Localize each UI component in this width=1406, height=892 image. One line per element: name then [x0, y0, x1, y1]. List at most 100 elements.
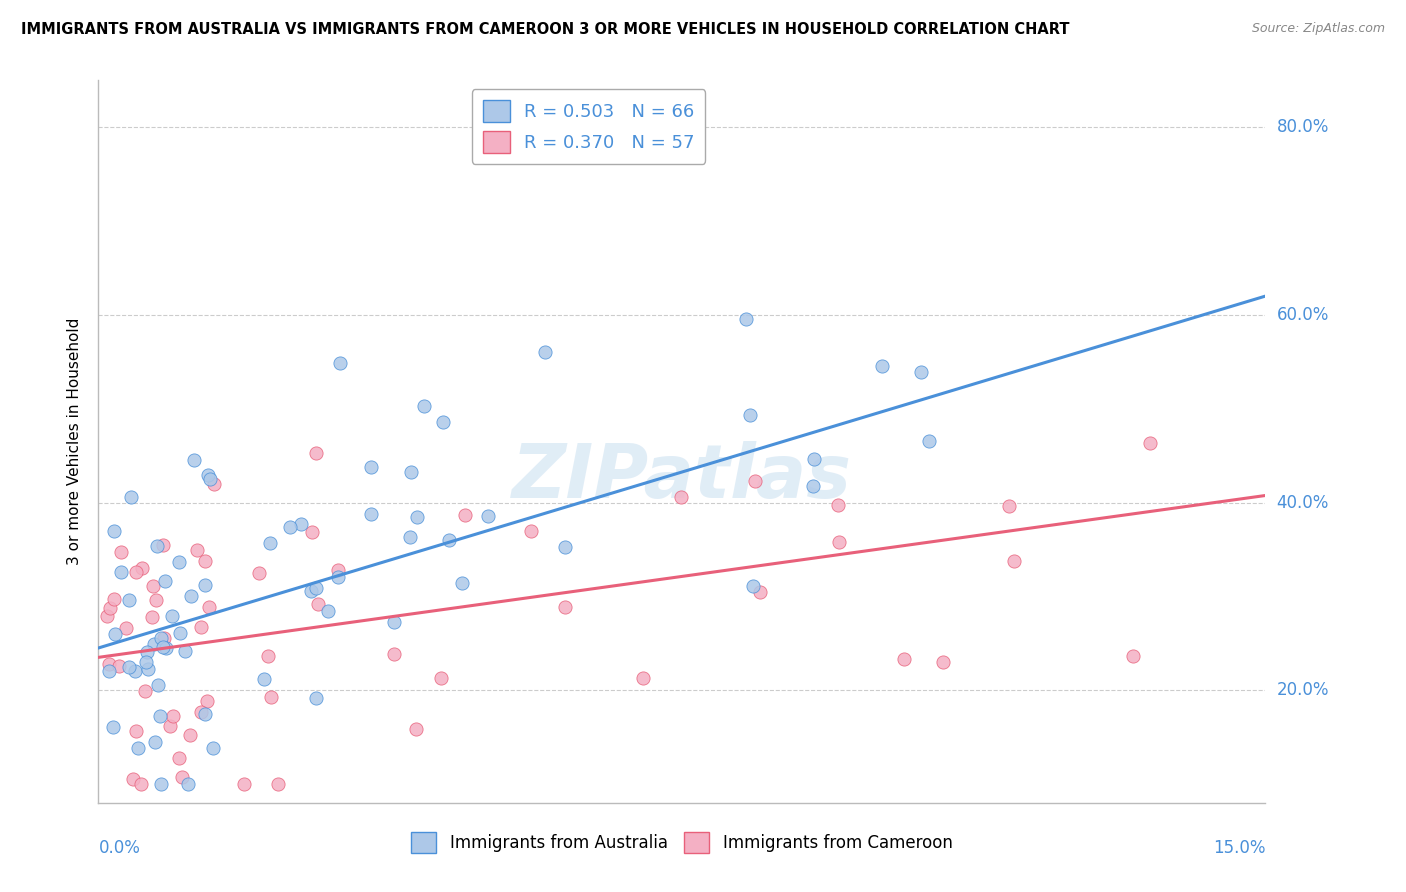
Point: [1139, 436, 1161, 450]
Point: [399, 465, 422, 479]
Text: 40.0%: 40.0%: [1277, 493, 1329, 511]
Point: [247, 566, 270, 581]
Point: [159, 719, 181, 733]
Point: [127, 741, 149, 756]
Point: [195, 694, 218, 708]
Point: [734, 312, 756, 326]
Point: [827, 498, 849, 512]
Point: [198, 473, 221, 487]
Point: [382, 615, 405, 629]
Point: [259, 536, 281, 550]
Point: [803, 452, 825, 467]
Point: [382, 647, 405, 661]
Point: [360, 459, 382, 474]
Point: [748, 585, 770, 599]
Point: [124, 665, 146, 679]
Point: [115, 621, 138, 635]
Point: [253, 672, 276, 686]
Point: [153, 632, 176, 646]
Point: [103, 720, 125, 734]
Point: [121, 772, 143, 786]
Point: [307, 597, 329, 611]
Point: [197, 467, 219, 482]
Point: [429, 671, 451, 685]
Point: [267, 777, 290, 791]
Point: [125, 565, 148, 579]
Point: [437, 533, 460, 548]
Text: Source: ZipAtlas.com: Source: ZipAtlas.com: [1251, 22, 1385, 36]
Point: [893, 652, 915, 666]
Point: [167, 555, 190, 569]
Point: [477, 508, 499, 523]
Point: [201, 741, 224, 756]
Point: [141, 610, 163, 624]
Point: [454, 508, 477, 522]
Point: [149, 777, 172, 791]
Point: [329, 356, 352, 370]
Point: [398, 530, 420, 544]
Point: [413, 399, 436, 413]
Point: [1122, 648, 1144, 663]
Point: [305, 581, 328, 595]
Point: [290, 517, 312, 532]
Text: 80.0%: 80.0%: [1277, 119, 1329, 136]
Text: 0.0%: 0.0%: [98, 838, 141, 857]
Point: [631, 671, 654, 685]
Point: [194, 707, 217, 722]
Point: [233, 777, 256, 791]
Point: [744, 474, 766, 488]
Point: [174, 644, 197, 658]
Point: [519, 524, 541, 538]
Point: [96, 608, 118, 623]
Point: [149, 709, 172, 723]
Point: [108, 658, 131, 673]
Point: [326, 563, 349, 577]
Point: [931, 655, 953, 669]
Point: [328, 570, 350, 584]
Legend: Immigrants from Australia, Immigrants from Cameroon: Immigrants from Australia, Immigrants fr…: [405, 826, 959, 860]
Point: [142, 579, 165, 593]
Point: [305, 691, 328, 706]
Point: [180, 590, 202, 604]
Point: [360, 508, 382, 522]
Point: [534, 345, 557, 359]
Point: [152, 640, 174, 654]
Point: [194, 554, 217, 568]
Point: [98, 601, 121, 615]
Point: [172, 770, 194, 784]
Point: [1002, 554, 1025, 568]
Point: [828, 535, 851, 549]
Point: [740, 408, 762, 422]
Text: 20.0%: 20.0%: [1277, 681, 1329, 699]
Point: [110, 566, 132, 580]
Point: [190, 705, 212, 719]
Text: 15.0%: 15.0%: [1213, 838, 1265, 857]
Point: [142, 637, 165, 651]
Point: [103, 524, 125, 539]
Point: [202, 477, 225, 491]
Point: [152, 538, 174, 552]
Point: [97, 665, 120, 679]
Point: [120, 490, 142, 504]
Point: [136, 662, 159, 676]
Point: [169, 625, 191, 640]
Point: [918, 434, 941, 448]
Point: [451, 575, 474, 590]
Point: [177, 777, 200, 791]
Point: [103, 626, 125, 640]
Point: [316, 604, 339, 618]
Point: [103, 592, 125, 607]
Point: [153, 574, 176, 588]
Point: [256, 648, 278, 663]
Point: [183, 452, 205, 467]
Point: [146, 539, 169, 553]
Text: ZIPatlas: ZIPatlas: [512, 442, 852, 514]
Point: [117, 593, 139, 607]
Point: [134, 684, 156, 698]
Point: [129, 777, 152, 791]
Point: [301, 524, 323, 539]
Point: [910, 365, 932, 379]
Point: [801, 479, 824, 493]
Point: [145, 593, 167, 607]
Point: [405, 722, 427, 736]
